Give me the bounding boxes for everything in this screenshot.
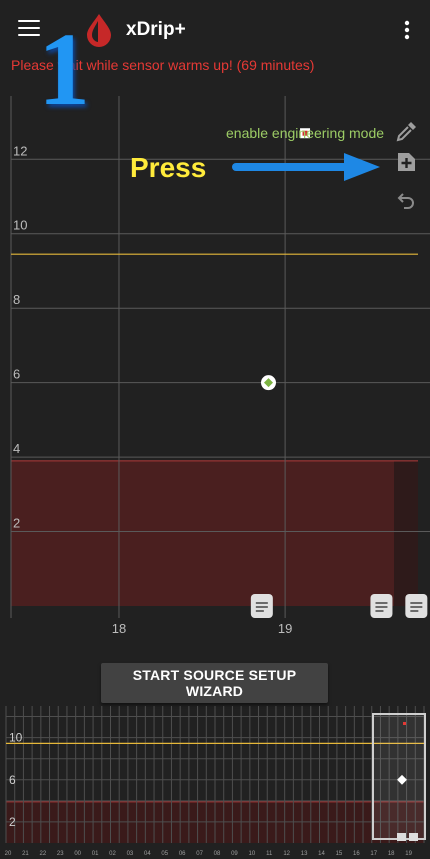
y-tick-label: 8	[13, 292, 20, 307]
overview-y-tick-label: 2	[9, 815, 16, 829]
sensor-warmup-message: Please wait while sensor warms up! (69 m…	[11, 57, 315, 73]
overview-note-marker	[397, 833, 406, 841]
overview-x-tick-label: 04	[144, 851, 151, 857]
overview-y-tick-label: 6	[9, 773, 16, 787]
overview-x-tick-label: 17	[370, 851, 377, 857]
y-tick-label: 6	[13, 367, 20, 382]
treatment-note-icon	[370, 594, 393, 618]
app-bar: xDrip+	[0, 0, 430, 56]
eyedropper-icon[interactable]	[396, 120, 418, 142]
hamburger-menu-icon[interactable]	[18, 20, 40, 36]
overview-x-tick-label: 22	[39, 851, 46, 857]
overview-x-tick-label: 10	[248, 851, 255, 857]
more-vert-icon[interactable]	[400, 20, 414, 40]
press-annotation: Press	[130, 152, 207, 183]
arrow-annotation-icon	[232, 153, 380, 181]
red-marker-point-center	[302, 130, 308, 136]
overview-x-tick-label: 13	[301, 851, 308, 857]
y-tick-label: 4	[13, 441, 20, 456]
overview-x-tick-label: 11	[266, 851, 273, 857]
y-tick-label: 12	[13, 143, 27, 158]
undo-icon[interactable]	[396, 190, 416, 210]
x-tick-label: 19	[278, 621, 292, 636]
add-note-icon[interactable]	[395, 151, 417, 173]
overview-chart[interactable]: 2 6 10 20 21 22 23 00 01 02 03 04 05 06 07 08 09 10 11 12 13…	[0, 706, 430, 859]
app-title: xDrip+	[126, 19, 186, 40]
overview-reading-point	[397, 774, 407, 785]
overview-x-tick-label: 23	[57, 851, 64, 857]
overview-x-tick-label: 20	[5, 851, 12, 857]
overview-x-tick-label: 07	[196, 851, 203, 857]
overview-x-tick-label: 16	[353, 851, 360, 857]
overview-red-marker	[403, 722, 406, 725]
engineering-mode-link[interactable]: enable engineering mode	[226, 125, 385, 141]
overview-x-tick-label: 21	[22, 851, 29, 857]
low-range-band-future	[394, 460, 418, 606]
overview-x-tick-label: 03	[127, 851, 134, 857]
overview-x-tick-label: 09	[231, 851, 238, 857]
overview-x-tick-label: 08	[214, 851, 221, 857]
blood-drop-icon	[87, 14, 111, 47]
treatment-note-lines	[375, 602, 388, 612]
overview-x-tick-label: 12	[283, 851, 290, 857]
glucose-chart[interactable]: 2 4 6 8 10 12 18 19	[0, 96, 430, 646]
treatment-note-lines	[255, 602, 268, 612]
low-range-band	[11, 460, 394, 606]
overview-y-tick-label: 10	[9, 731, 23, 745]
overview-x-tick-label: 00	[74, 851, 81, 857]
treatment-note-icon	[250, 594, 273, 618]
treatment-note-icon	[405, 594, 428, 618]
overview-x-tick-label: 01	[92, 851, 99, 857]
x-tick-label: 18	[112, 621, 126, 636]
overview-note-marker	[409, 833, 418, 841]
y-tick-label: 10	[13, 218, 27, 233]
overview-x-tick-label: 14	[318, 851, 325, 857]
overview-viewport-selection	[372, 713, 426, 840]
overview-x-tick-label: 05	[161, 851, 168, 857]
overview-x-tick-label: 18	[388, 851, 395, 857]
overview-x-tick-label: 06	[179, 851, 186, 857]
start-source-setup-wizard-button[interactable]: START SOURCE SETUP WIZARD	[101, 663, 328, 703]
y-tick-label: 2	[13, 516, 20, 531]
overview-x-tick-label: 19	[405, 851, 412, 857]
step-number-annotation: 1	[38, 12, 90, 127]
overview-x-tick-label: 15	[336, 851, 343, 857]
overview-x-tick-label: 02	[109, 851, 116, 857]
treatment-note-lines	[410, 602, 423, 612]
